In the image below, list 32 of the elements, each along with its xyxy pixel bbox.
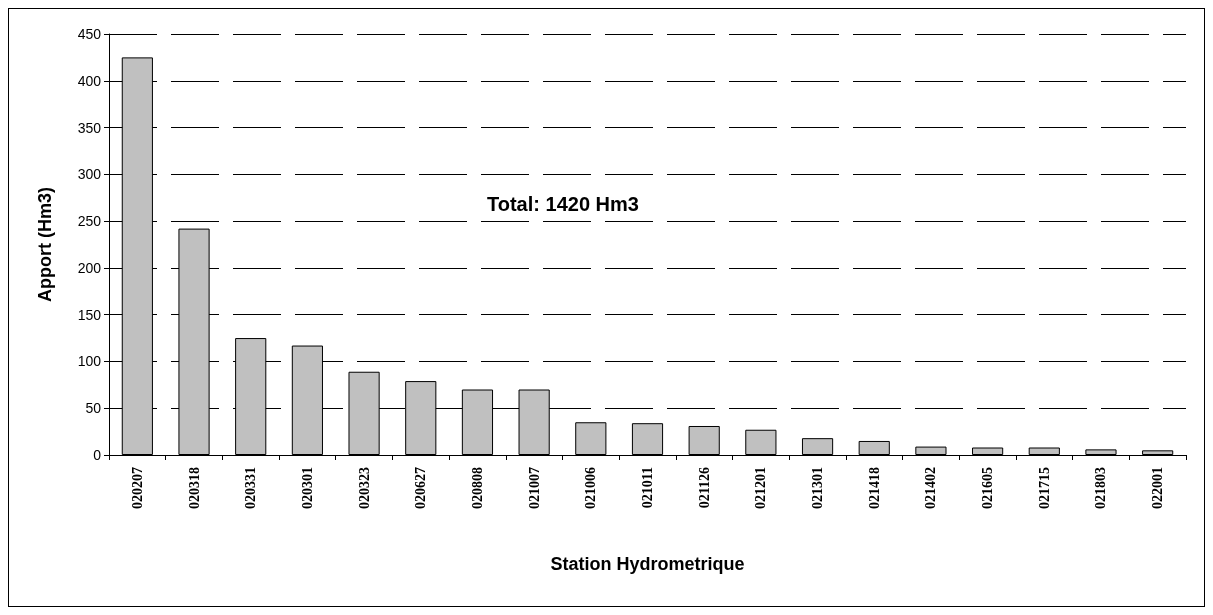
x-tick-label: 020331 [243, 467, 259, 509]
x-tick-label: 021605 [980, 467, 996, 509]
x-tick-label: 021011 [640, 467, 655, 509]
y-axis-title: Apport (Hm3) [35, 187, 55, 302]
x-tick-label: 021007 [526, 467, 542, 509]
x-tick-label: 021418 [866, 467, 882, 509]
x-tick-label: 020301 [299, 467, 315, 509]
y-tick-label: 350 [77, 119, 102, 136]
y-tick-label: 250 [77, 213, 102, 230]
x-tick-label: 021301 [810, 467, 826, 509]
x-tick-label: 020318 [186, 467, 202, 509]
x-tick-label: 021201 [753, 467, 769, 509]
x-tick-label: 020207 [129, 467, 145, 509]
x-tick-label: 021006 [583, 467, 599, 509]
y-tick-label: 450 [77, 26, 102, 42]
y-tick-label: 100 [77, 353, 102, 370]
x-axis-title: Station Hydrometrique [550, 554, 745, 574]
x-tick-label: 021402 [923, 467, 939, 509]
x-tick-label: 022001 [1150, 467, 1166, 509]
x-tick-label: 021126 [696, 467, 712, 509]
y-tick-label: 150 [77, 306, 102, 323]
x-tick-label: 021803 [1093, 467, 1109, 509]
y-tick-label: 200 [77, 259, 102, 276]
annotation: Total: 1420 Hm3 [487, 193, 639, 215]
y-tick-label: 400 [77, 72, 102, 89]
y-tick-label: 300 [77, 166, 102, 183]
x-tick-label: 020808 [469, 467, 485, 509]
x-tick-label: 020323 [356, 467, 372, 509]
y-tick-label: 0 [93, 447, 102, 463]
x-tick-label: 020627 [413, 467, 429, 509]
x-tick-label: 021715 [1036, 467, 1052, 509]
y-tick-label: 50 [85, 400, 102, 417]
